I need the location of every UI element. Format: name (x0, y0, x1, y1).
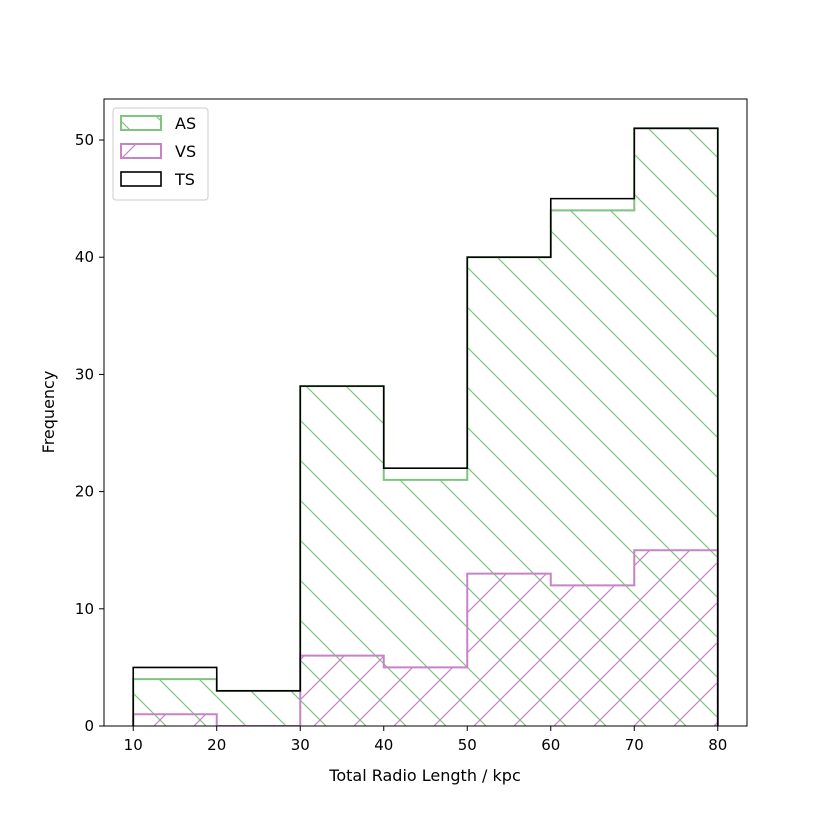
x-tick-label: 40 (374, 736, 393, 754)
legend-swatch-vs (120, 143, 162, 159)
y-tick-label: 50 (75, 131, 94, 149)
y-tick-label: 30 (75, 365, 94, 383)
bar-vs-6 (634, 550, 718, 726)
x-tick-label: 20 (207, 736, 226, 754)
bar-vs-2 (300, 655, 384, 726)
series-vs (132, 549, 719, 726)
plot-frame (103, 98, 748, 727)
legend-swatch-as (120, 115, 162, 131)
bar-vs-0 (133, 714, 217, 726)
x-tick-label: 60 (541, 736, 560, 754)
outline-vs (132, 549, 719, 726)
outline-ts (132, 127, 719, 726)
legend-swatch-ts (120, 171, 162, 187)
x-tick-label: 50 (458, 736, 477, 754)
y-tick-label: 0 (84, 717, 94, 735)
legend: AS VS TS (112, 107, 209, 201)
series-ts (132, 127, 719, 726)
y-axis-label: Frequency (39, 371, 58, 454)
x-axis: 10 20 30 40 50 60 70 80 (124, 726, 727, 754)
legend-label-vs: VS (175, 142, 196, 161)
x-tick-label: 80 (708, 736, 727, 754)
x-tick-label: 30 (291, 736, 310, 754)
y-tick-label: 40 (75, 248, 94, 266)
legend-label-ts: TS (174, 170, 195, 189)
y-axis: 0 10 20 30 40 50 (75, 131, 104, 735)
x-tick-label: 70 (625, 736, 644, 754)
histogram-series (132, 127, 719, 726)
bar-vs-5 (550, 585, 635, 726)
x-tick-label: 10 (124, 736, 143, 754)
legend-label-as: AS (175, 114, 196, 133)
bar-as-1 (216, 690, 301, 726)
bar-vs-3 (383, 667, 468, 726)
bar-vs-4 (467, 573, 551, 726)
y-tick-label: 10 (75, 600, 94, 618)
y-tick-label: 20 (75, 483, 94, 501)
x-axis-label: Total Radio Length / kpc (328, 766, 520, 785)
